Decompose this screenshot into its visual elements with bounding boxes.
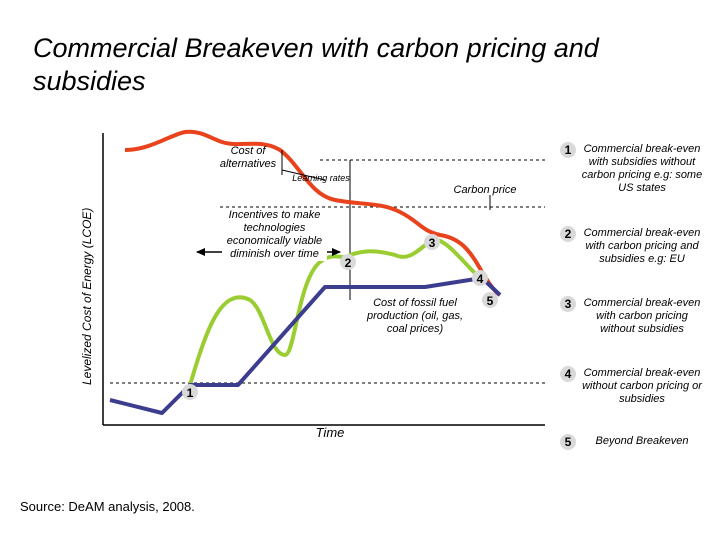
alternatives-cost-curve	[124, 129, 502, 297]
legend-item-2: 2 Commercial break-even with carbon pric…	[560, 226, 710, 284]
svg-text:4: 4	[477, 272, 484, 286]
slide-title: Commercial Breakeven with carbon pricing…	[33, 33, 599, 96]
legend-text: Beyond Breakeven	[595, 435, 689, 447]
learning-rates-label: Learning rates	[292, 173, 350, 183]
marker-3: 3	[424, 234, 440, 250]
source-note: Source: DeAM analysis, 2008.	[20, 499, 195, 514]
legend-badge: 1	[560, 142, 576, 158]
legend-badge: 2	[560, 226, 576, 242]
legend-item-5: 5 Beyond Breakeven	[560, 434, 710, 454]
incentives-label: Incentives to make technologies economic…	[222, 209, 327, 261]
legend-item-1: 1 Commercial break-even with subsidies w…	[560, 142, 710, 214]
y-axis-label: Levelized Cost of Energy (LCOE)	[80, 207, 94, 385]
marker-4: 4	[472, 270, 488, 286]
marker-2: 2	[340, 254, 356, 270]
carbon-price-label: Carbon price	[453, 184, 517, 196]
legend-badge: 3	[560, 296, 576, 312]
fossil-cost-label: Cost of fossil fuel production (oil, gas…	[367, 297, 463, 335]
legend-text: Commercial break-even with carbon pricin…	[583, 227, 701, 265]
cost-of-alternatives-label: Cost of alternatives	[219, 145, 277, 170]
legend-item-4: 4 Commercial break-even without carbon p…	[560, 366, 710, 424]
legend-badge: 4	[560, 366, 576, 382]
svg-text:3: 3	[429, 236, 436, 250]
legend-badge: 5	[560, 434, 576, 450]
marker-5: 5	[482, 292, 498, 308]
legend-text: Commercial break-even with subsidies wit…	[581, 143, 703, 194]
legend-text: Commercial break-even without carbon pri…	[582, 367, 702, 405]
marker-1: 1	[182, 384, 198, 400]
learning-rate-arrow	[281, 169, 326, 181]
svg-text:2: 2	[345, 256, 352, 270]
legend-text: Commercial break-even with carbon pricin…	[583, 297, 701, 335]
legend-item-3: 3 Commercial break-even with carbon pric…	[560, 296, 710, 354]
svg-text:1: 1	[187, 386, 194, 400]
x-axis-label: Time	[315, 425, 345, 440]
svg-text:5: 5	[487, 294, 494, 308]
